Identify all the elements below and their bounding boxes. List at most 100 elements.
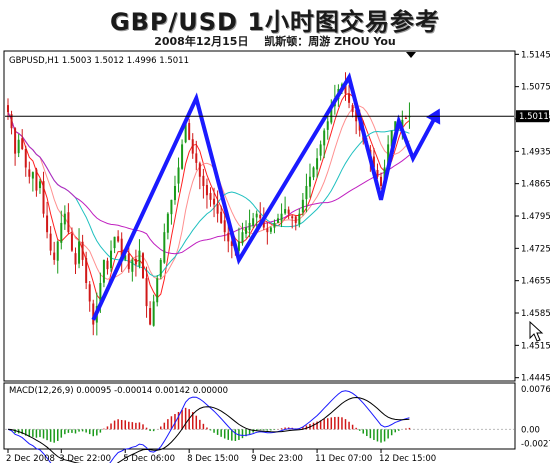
candle-body — [60, 222, 63, 243]
candle-body — [63, 213, 66, 225]
candle-body — [173, 185, 176, 201]
candle-body — [326, 121, 329, 130]
candle-body — [24, 149, 27, 168]
candle-body — [248, 222, 251, 231]
chart-title: GBP/USD 1小时图交易参考 — [109, 8, 441, 36]
candle-body — [177, 167, 180, 184]
candle-body — [348, 93, 351, 103]
candle-body — [330, 107, 333, 123]
candle-body — [56, 241, 59, 261]
candle-body — [67, 212, 70, 233]
time-axis-label: 3 Dec 22:00 — [59, 454, 111, 463]
time-axis-label: 12 Dec 15:00 — [379, 454, 436, 463]
projection-path — [91, 72, 440, 321]
moving-average-line — [7, 105, 410, 280]
candle-body — [220, 211, 223, 223]
candle-body — [110, 250, 113, 269]
candle-body — [134, 258, 137, 265]
candle-body — [262, 218, 265, 228]
price-axis-label: 1.4655 — [521, 277, 550, 287]
candle-body — [273, 222, 276, 228]
candle-body — [49, 233, 52, 251]
candle-body — [81, 241, 84, 260]
time-axis-label: 5 Dec 06:00 — [123, 454, 175, 463]
candle-body — [372, 156, 375, 168]
price-axis-label: 1.4795 — [521, 212, 550, 222]
macd-axis-label: -0.0027 — [521, 440, 550, 450]
macd-axis-label: 0.0076 — [521, 385, 550, 395]
candle-body — [269, 227, 272, 232]
price-axis-label: 1.4585 — [521, 309, 550, 319]
candle-body — [142, 253, 144, 279]
chart-subtitle: 2008年12月15日 凯斯顿：周游 ZHOU You — [0, 33, 550, 49]
candle-body — [323, 130, 326, 146]
time-axis-label: 2 Dec 2008 — [6, 454, 55, 463]
time-axis-label: 11 Dec 07:00 — [315, 454, 372, 463]
candle-body — [241, 232, 244, 244]
candle-body — [223, 220, 226, 233]
candle-body — [305, 185, 308, 200]
current-price-label: 1.5011 — [519, 112, 549, 122]
candle-body — [301, 199, 304, 213]
candle-body — [88, 284, 91, 302]
candle-body — [294, 216, 297, 223]
price-axis-label: 1.5075 — [521, 83, 550, 93]
candle-body — [127, 253, 130, 270]
candle-body — [355, 109, 358, 122]
candle-body — [120, 238, 123, 260]
candle-body — [78, 241, 81, 264]
candle-body — [245, 227, 248, 234]
macd-info: MACD(12,26,9) 0.00095 -0.00014 0.00142 0… — [9, 386, 228, 396]
candle-body — [191, 139, 194, 154]
candle-body — [291, 216, 294, 219]
candle-body — [131, 259, 134, 272]
candle-body — [401, 119, 404, 127]
candle-body — [28, 169, 31, 177]
candle-body — [188, 123, 191, 140]
candle-body — [184, 121, 187, 143]
price-axis-label: 1.4725 — [521, 244, 550, 254]
candle-body — [390, 130, 393, 147]
mouse-cursor-icon — [529, 320, 544, 342]
candle-body — [152, 301, 155, 326]
candle-body — [99, 282, 102, 305]
candle-body — [31, 172, 34, 179]
time-axis-label: 9 Dec 23:00 — [251, 454, 303, 463]
candle-body — [138, 250, 141, 267]
candle-body — [53, 252, 56, 260]
chart-date: 2008年12月15日 — [154, 35, 249, 48]
candle-body — [351, 105, 354, 113]
candle-body — [319, 144, 322, 156]
candle-body — [70, 233, 73, 251]
candle-body — [316, 158, 319, 170]
candle-body — [124, 255, 127, 260]
candle-body — [284, 209, 287, 214]
candle-body — [280, 213, 283, 221]
candle-body — [259, 214, 262, 219]
macd-panel-frame — [3, 382, 516, 450]
candle-body — [85, 258, 88, 283]
candle-body — [198, 163, 201, 177]
candle-body — [38, 181, 41, 189]
candle-body — [159, 259, 162, 277]
candle-body — [209, 193, 212, 200]
time-axis-label: 8 Dec 15:00 — [187, 454, 239, 463]
candle-body — [358, 121, 361, 131]
price-axis-label: 1.4515 — [521, 341, 550, 351]
candle-body — [404, 117, 407, 119]
candle-body — [344, 82, 347, 94]
candle-body — [156, 278, 159, 303]
candle-body — [298, 213, 301, 225]
price-axis-label: 1.4865 — [521, 180, 550, 190]
candle-body — [166, 213, 169, 233]
current-price-tag — [516, 110, 549, 123]
candle-body — [255, 213, 258, 218]
price-axis-label: 1.5145 — [521, 50, 550, 60]
price-axis-label: 1.4935 — [521, 147, 550, 157]
candle-body — [42, 181, 45, 214]
candle-body — [213, 198, 216, 205]
macd-axis-label: 0.00 — [521, 425, 540, 435]
candle-body — [227, 232, 230, 242]
candle-body — [46, 215, 49, 233]
